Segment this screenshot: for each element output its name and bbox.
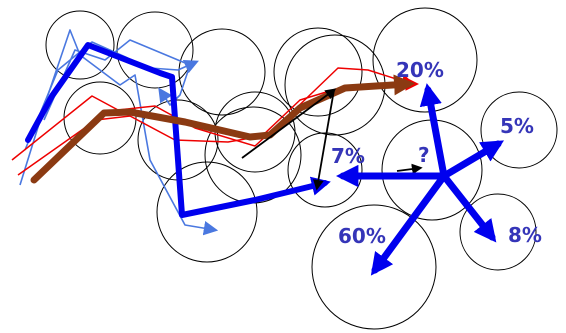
red-thin-path-1 xyxy=(11,67,415,161)
blue-thin-path-1 xyxy=(19,29,219,236)
region-circle xyxy=(156,161,258,263)
circle-group xyxy=(45,7,558,330)
region-circle xyxy=(45,10,115,80)
label-8-percent: 8% xyxy=(508,223,542,247)
black-arrow-3 xyxy=(396,163,423,175)
black-arrow-2 xyxy=(313,89,335,191)
region-circle xyxy=(311,204,437,330)
arrow-to-20pct xyxy=(419,83,448,180)
black-arrows xyxy=(241,88,423,191)
blue-outcome-arrows xyxy=(336,83,505,276)
label-5-percent: 5% xyxy=(500,114,534,138)
label-7-percent: 7% xyxy=(331,144,365,168)
blue-thick-trajectory xyxy=(25,42,331,218)
black-arrow-1 xyxy=(241,88,337,159)
region-circle xyxy=(459,193,537,271)
label-60-percent: 60% xyxy=(338,224,386,248)
region-circle xyxy=(178,28,266,116)
arrow-to-60pct xyxy=(370,172,448,276)
label-group: 20% 5% 7% ? 60% 8% xyxy=(331,58,542,248)
region-circle xyxy=(372,7,478,113)
label-question: ? xyxy=(418,143,430,167)
region-circle xyxy=(287,132,363,208)
arrow-to-5pct xyxy=(440,140,505,180)
blue-thick-path xyxy=(25,42,331,218)
arrow-to-8pct xyxy=(440,172,497,243)
region-circle xyxy=(480,91,558,169)
label-20-percent: 20% xyxy=(396,58,444,82)
region-circle xyxy=(273,27,363,117)
